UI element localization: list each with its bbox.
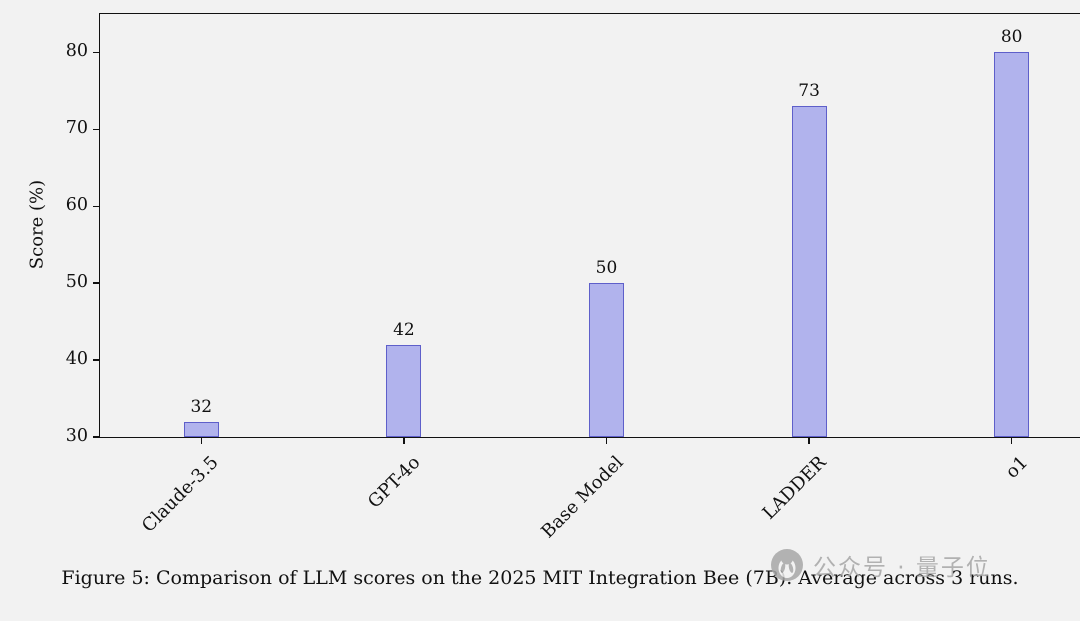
watermark: 公众号 · 量子位	[770, 548, 991, 582]
y-axis-tick-label: 70	[65, 118, 88, 139]
y-axis-tick-label: 80	[65, 41, 88, 62]
bar	[183, 421, 219, 437]
bar-value-label: 73	[798, 81, 820, 102]
bar	[791, 106, 827, 437]
y-axis-tick	[93, 128, 100, 131]
x-axis-tick-label: Base Model	[536, 452, 628, 543]
bar	[386, 344, 422, 437]
x-axis-tick	[605, 438, 608, 444]
y-axis-tick	[93, 359, 100, 361]
bar-value-label: 50	[595, 258, 618, 279]
watermark-text: 公众号 · 量子位	[813, 555, 991, 581]
bar-value-label: 80	[1000, 27, 1023, 48]
bar-value-label: 32	[190, 396, 213, 417]
y-axis-tick	[93, 436, 100, 438]
x-axis-tick-label: GPT-4o	[364, 452, 425, 513]
y-axis-tick	[93, 51, 100, 54]
bar	[589, 283, 624, 437]
x-axis-tick	[1011, 438, 1013, 444]
plot-area	[99, 13, 1080, 438]
bar	[994, 52, 1030, 437]
bar-value-label: 42	[393, 319, 415, 340]
y-axis-tick-label: 60	[65, 195, 88, 216]
y-axis-tick-label: 30	[65, 426, 88, 446]
x-axis-tick-label: o1	[1001, 452, 1033, 483]
x-axis-tick	[200, 438, 202, 444]
x-axis-tick-label: LADDER	[758, 452, 830, 524]
y-axis-title: Score (%)	[26, 179, 48, 270]
x-axis-tick	[808, 438, 810, 444]
y-axis-tick	[93, 205, 100, 207]
y-axis-tick-label: 50	[65, 272, 88, 293]
y-axis-tick-label: 40	[65, 349, 88, 370]
x-axis-tick-label: Claude-3.5	[137, 452, 223, 537]
x-axis-tick	[403, 438, 405, 444]
y-axis-tick	[93, 282, 100, 284]
watermark-logo-icon	[771, 549, 803, 581]
